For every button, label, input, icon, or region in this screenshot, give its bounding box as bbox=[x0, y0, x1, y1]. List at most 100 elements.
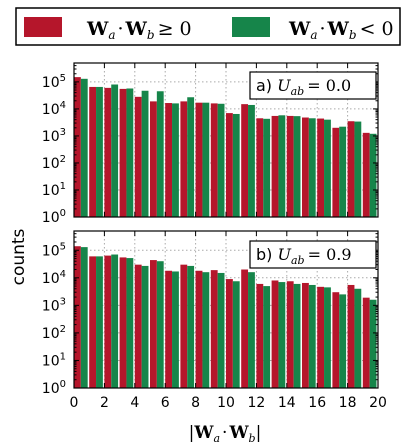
bar-nonnegative bbox=[347, 121, 355, 217]
x-tick-label: 0 bbox=[70, 395, 79, 411]
legend-label-negative: Wa · Wb < 0 bbox=[288, 18, 394, 42]
bar-negative bbox=[202, 272, 210, 388]
y-tick-label: 103 bbox=[42, 296, 66, 314]
bar-nonnegative bbox=[89, 256, 97, 388]
y-tick-label: 101 bbox=[42, 181, 66, 199]
bar-negative bbox=[187, 97, 195, 217]
bar-negative bbox=[96, 86, 103, 217]
bar-negative bbox=[126, 88, 134, 217]
bar-negative bbox=[80, 78, 88, 217]
bar-negative bbox=[293, 116, 301, 217]
bar-nonnegative bbox=[302, 282, 309, 388]
bar-negative bbox=[217, 272, 225, 388]
legend: Wa · Wb ≥ 0 Wa · Wb < 0 bbox=[15, 7, 401, 46]
y-tick-label: 104 bbox=[42, 100, 66, 118]
bar-negative bbox=[278, 282, 286, 388]
bar-nonnegative bbox=[74, 77, 81, 217]
bar-negative bbox=[156, 261, 164, 388]
y-tick-label: 102 bbox=[42, 324, 66, 342]
bar-negative bbox=[339, 126, 347, 217]
y-tick-label: 102 bbox=[42, 154, 66, 172]
bar-negative bbox=[202, 102, 210, 217]
bar-negative bbox=[111, 254, 119, 388]
bar-nonnegative bbox=[241, 269, 249, 388]
x-tick-label: 6 bbox=[161, 395, 170, 411]
bar-nonnegative bbox=[302, 117, 309, 217]
bar-nonnegative bbox=[362, 297, 370, 388]
bar-nonnegative bbox=[271, 280, 279, 388]
x-tick-label: 12 bbox=[247, 395, 265, 411]
panel-annotation: b) Uab = 0.9 bbox=[256, 245, 352, 267]
bar-nonnegative bbox=[104, 87, 112, 217]
panel-annotation-box bbox=[249, 240, 377, 269]
x-tick-label: 8 bbox=[191, 395, 200, 411]
bar-negative bbox=[217, 103, 225, 217]
x-tick-label: 20 bbox=[369, 395, 387, 411]
legend-swatch-nonnegative bbox=[24, 17, 62, 37]
bar-negative bbox=[324, 287, 331, 388]
bar-negative bbox=[96, 256, 103, 388]
legend-swatch-negative bbox=[232, 17, 270, 37]
bar-nonnegative bbox=[210, 270, 218, 388]
x-tick-label: 14 bbox=[278, 395, 296, 411]
bar-negative bbox=[324, 119, 331, 217]
bar-negative bbox=[354, 288, 362, 388]
bar-negative bbox=[187, 265, 195, 388]
bar-negative bbox=[369, 133, 377, 217]
bar-negative bbox=[232, 113, 240, 217]
bar-negative bbox=[369, 299, 377, 388]
bar-nonnegative bbox=[119, 257, 127, 388]
panel-b: 100 101 102 103 104 105 0 2 4 6 8 10 12 14 16 18 20 b) Ua… bbox=[42, 230, 387, 411]
bar-nonnegative bbox=[347, 284, 355, 388]
bar-negative bbox=[111, 84, 119, 217]
bar-nonnegative bbox=[134, 96, 142, 217]
bar-negative bbox=[80, 247, 88, 388]
bar-negative bbox=[126, 258, 134, 388]
bar-nonnegative bbox=[89, 86, 97, 217]
bar-nonnegative bbox=[332, 127, 340, 217]
bar-nonnegative bbox=[150, 260, 157, 388]
bar-nonnegative bbox=[195, 102, 203, 217]
bar-negative bbox=[141, 90, 149, 217]
bar-negative bbox=[263, 118, 271, 217]
bar-nonnegative bbox=[317, 118, 325, 217]
bar-negative bbox=[248, 104, 255, 217]
legend-frame bbox=[15, 7, 401, 46]
bar-negative bbox=[156, 91, 164, 217]
panel-annotation: a) Uab = 0.0 bbox=[256, 76, 351, 98]
bar-nonnegative bbox=[286, 115, 294, 217]
bar-nonnegative bbox=[256, 283, 264, 388]
y-tick-label: 100 bbox=[42, 208, 66, 226]
y-tick-label: 103 bbox=[42, 127, 66, 145]
bar-nonnegative bbox=[271, 115, 279, 217]
x-axis-label: |Wa · Wb| bbox=[189, 423, 262, 445]
y-tick-label: 105 bbox=[42, 73, 66, 91]
y-tick-label: 104 bbox=[42, 269, 66, 287]
bar-negative bbox=[232, 281, 240, 388]
bar-nonnegative bbox=[150, 101, 157, 217]
bar-nonnegative bbox=[317, 286, 325, 388]
y-tick-label: 100 bbox=[42, 379, 66, 397]
bar-nonnegative bbox=[74, 246, 81, 388]
bar-nonnegative bbox=[165, 270, 173, 388]
bar-negative bbox=[308, 118, 316, 217]
bar-negative bbox=[278, 115, 286, 217]
bar-nonnegative bbox=[241, 104, 249, 217]
y-tick-label: 105 bbox=[42, 241, 66, 259]
panel-annotation-box bbox=[249, 71, 377, 100]
bar-nonnegative bbox=[104, 255, 112, 388]
bar-nonnegative bbox=[180, 264, 188, 388]
bar-nonnegative bbox=[226, 279, 233, 388]
bar-nonnegative bbox=[362, 132, 370, 217]
bar-nonnegative bbox=[332, 292, 340, 388]
bar-negative bbox=[354, 121, 362, 217]
bar-negative bbox=[339, 294, 347, 388]
x-tick-label: 18 bbox=[339, 395, 357, 411]
bar-negative bbox=[263, 286, 271, 388]
x-tick-label: 4 bbox=[130, 395, 139, 411]
y-tick-label: 101 bbox=[42, 351, 66, 369]
bar-negative bbox=[141, 265, 149, 388]
bar-nonnegative bbox=[210, 103, 218, 217]
bar-nonnegative bbox=[134, 264, 142, 388]
